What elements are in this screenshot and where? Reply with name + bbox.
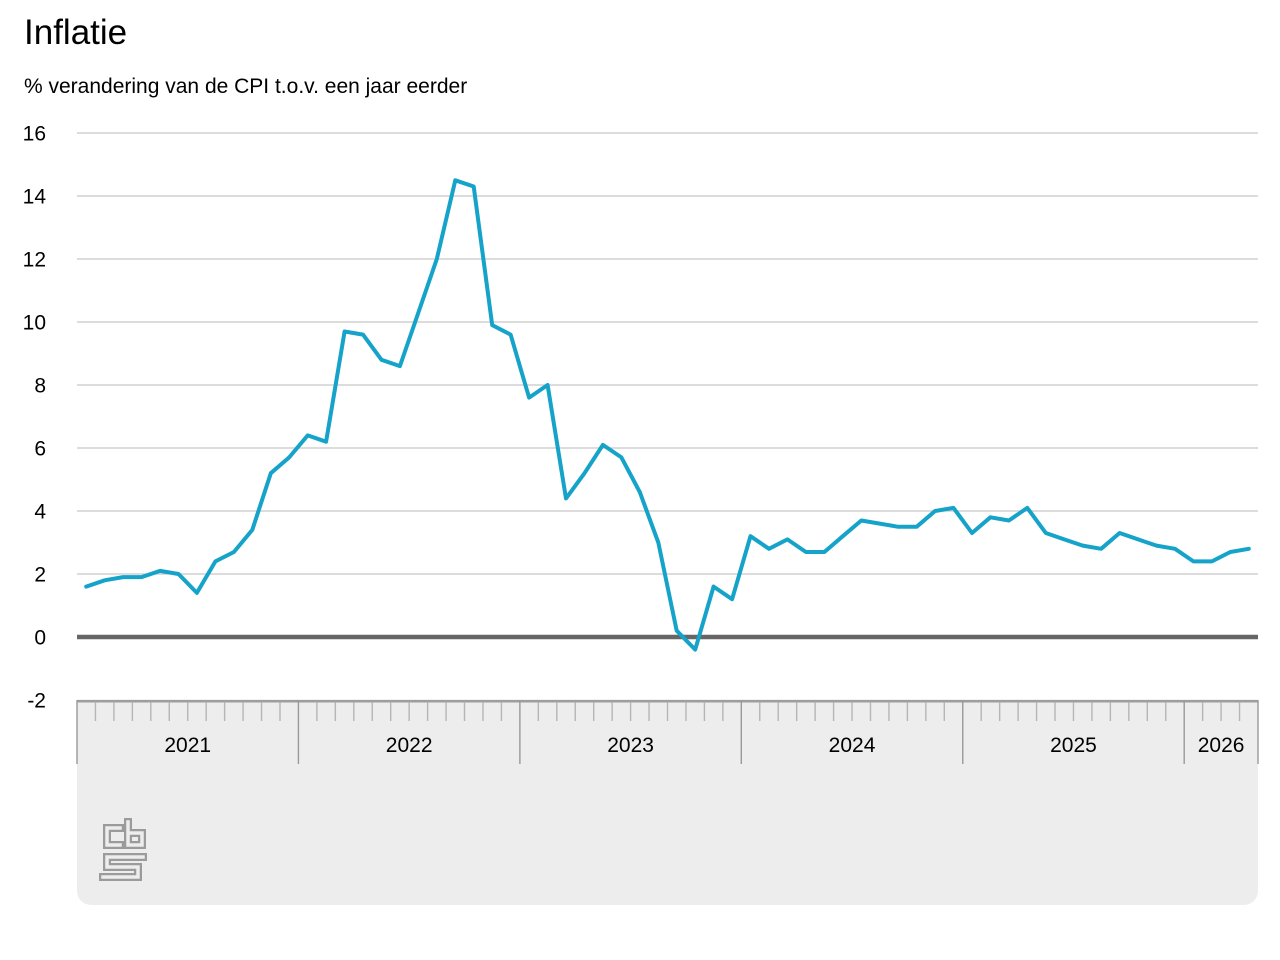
svg-text:16: 16 (23, 123, 46, 146)
cbs-logo-letter-c (103, 824, 124, 849)
svg-text:2026: 2026 (1198, 734, 1245, 757)
svg-text:-2: -2 (27, 690, 46, 713)
svg-text:8: 8 (34, 375, 46, 398)
svg-text:0: 0 (34, 627, 46, 650)
svg-text:2021: 2021 (164, 734, 211, 757)
cbs-logo-icon (99, 818, 147, 881)
svg-text:2023: 2023 (607, 734, 654, 757)
svg-text:2: 2 (34, 564, 46, 587)
svg-text:2022: 2022 (386, 734, 433, 757)
svg-text:2025: 2025 (1050, 734, 1097, 757)
svg-text:12: 12 (23, 249, 46, 272)
svg-text:10: 10 (23, 312, 46, 335)
chart-title: Inflatie (24, 13, 128, 52)
svg-text:14: 14 (23, 186, 47, 209)
svg-text:2024: 2024 (829, 734, 876, 757)
chart-subtitle: % verandering van de CPI t.o.v. een jaar… (24, 75, 468, 98)
svg-text:4: 4 (34, 501, 46, 524)
svg-text:6: 6 (34, 438, 46, 461)
